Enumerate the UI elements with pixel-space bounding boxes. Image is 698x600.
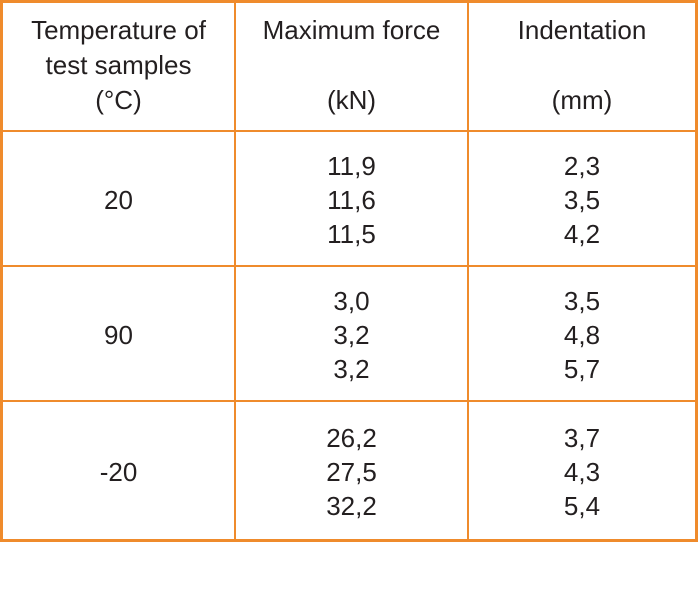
indentation-value: 5,4: [563, 490, 601, 521]
max-force-value: 26,2: [326, 422, 377, 453]
row-3-max-force: 26,2 27,5 32,2: [236, 402, 469, 539]
max-force-value: 27,5: [326, 456, 377, 487]
temperature-value: 20: [104, 184, 133, 215]
row-2-temperature: 90: [3, 267, 236, 402]
header-temperature-line-1: Temperature of: [31, 15, 206, 45]
indentation-value: 3,7: [563, 422, 601, 453]
indentation-value: 5,7: [563, 353, 601, 384]
header-indentation-unit: (mm): [551, 85, 613, 115]
row-1-temperature: 20: [3, 132, 236, 267]
row-3-indentation: 3,7 4,3 5,4: [469, 402, 695, 539]
max-force-value: 11,9: [327, 150, 376, 181]
row-3-temperature: -20: [3, 402, 236, 539]
max-force-value: 3,0: [333, 285, 370, 316]
row-1-indentation: 2,3 3,5 4,2: [469, 132, 695, 267]
header-temperature-unit: (°C): [95, 85, 142, 115]
test-results-table: Temperature of test samples (°C) Maximum…: [0, 0, 698, 542]
indentation-value: 4,2: [563, 218, 601, 249]
temperature-value: -20: [99, 456, 138, 487]
header-indentation: Indentation (mm): [469, 3, 695, 132]
indentation-value: 3,5: [563, 285, 601, 316]
temperature-value: 90: [104, 319, 133, 350]
header-max-force-label: Maximum force: [262, 15, 441, 45]
header-max-force: Maximum force (kN): [236, 3, 469, 132]
header-indentation-label: Indentation: [517, 15, 647, 45]
max-force-value: 3,2: [333, 353, 370, 384]
indentation-value: 4,8: [563, 319, 601, 350]
indentation-value: 2,3: [563, 150, 601, 181]
max-force-value: 11,5: [327, 218, 376, 249]
header-temperature: Temperature of test samples (°C): [3, 3, 236, 132]
row-2-indentation: 3,5 4,8 5,7: [469, 267, 695, 402]
row-1-max-force: 11,9 11,6 11,5: [236, 132, 469, 267]
header-temperature-line-2: test samples: [45, 50, 192, 80]
header-max-force-unit: (kN): [326, 85, 377, 115]
max-force-value: 11,6: [327, 184, 376, 215]
max-force-value: 3,2: [333, 319, 370, 350]
max-force-value: 32,2: [326, 490, 377, 521]
row-2-max-force: 3,0 3,2 3,2: [236, 267, 469, 402]
indentation-value: 4,3: [563, 456, 601, 487]
indentation-value: 3,5: [563, 184, 601, 215]
